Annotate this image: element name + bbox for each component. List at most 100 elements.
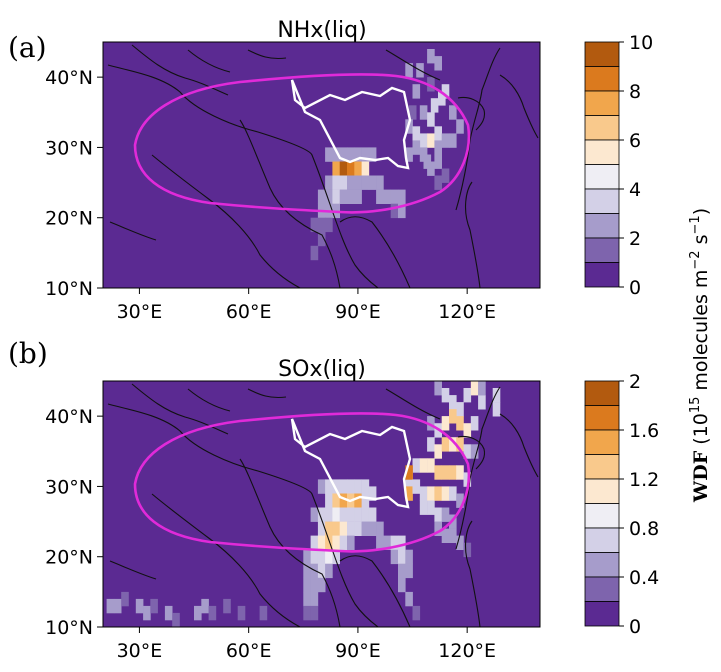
- heatmap-cell-b-25: [419, 458, 428, 473]
- heatmap-cell-b-92: [390, 535, 399, 550]
- heatmap-cell-b-128: [208, 605, 217, 621]
- colorbar-title-units: (10: [690, 413, 712, 445]
- heatmap-cell-b-122: [143, 605, 151, 621]
- map-frame-b: [102, 380, 541, 628]
- heatmap-cell-b-117: [310, 605, 319, 621]
- panel-label-a: (a): [8, 31, 47, 64]
- heatmap-cell-b-2: [449, 395, 457, 410]
- heatmap-cell-a-61: [317, 217, 326, 233]
- colorbar-swatch-b-8: [584, 576, 620, 602]
- heatmap-cell-b-99: [390, 549, 399, 565]
- heatmap-cell-b-121: [135, 598, 144, 614]
- panel-a-title: NHx(liq): [277, 18, 366, 43]
- heatmap-cell-b-27: [434, 465, 442, 480]
- heatmap-cell-a-23: [434, 154, 442, 169]
- colorbar-swatch-b-5: [584, 503, 620, 529]
- colorbar-label-a-3: 4: [629, 179, 641, 201]
- heatmap-cell-b-34: [405, 486, 413, 501]
- heatmap-cell-a-46: [325, 189, 333, 204]
- heatmap-cell-b-39: [441, 486, 450, 501]
- heatmap-cell-b-37: [427, 486, 435, 501]
- heatmap-cell-b-75: [317, 521, 326, 536]
- heatmap-cell-b-12: [441, 416, 450, 431]
- contours-b: [133, 412, 471, 553]
- heatmap-cell-b-3: [456, 402, 464, 417]
- heatmap-cell-a-15: [427, 133, 435, 148]
- heatmap-cell-b-18: [434, 444, 442, 459]
- colorbar-label-b-0: 2: [629, 371, 641, 393]
- heatmap-cell-b-72: [354, 507, 362, 522]
- map-frame-a: [102, 41, 541, 289]
- colorbar-label-a-0: 10: [629, 32, 653, 54]
- x-tick-label-b-1: 60°E: [226, 640, 272, 662]
- heatmap-cell-b-57: [354, 479, 362, 494]
- heatmap-cells-b: [106, 381, 501, 627]
- heatmap-cell-b-13: [449, 409, 457, 424]
- colorbar-label-b-4: 0.4: [629, 567, 659, 589]
- heatmap-cell-b-26: [427, 458, 435, 473]
- heatmap-cell-b-127: [201, 598, 209, 614]
- colorbar-swatch-a-9: [584, 262, 620, 288]
- panel-a: (a) NHx(liq) 30°E 60°E 90°E 120°E10°N20°N30…: [8, 18, 541, 323]
- coastline-b: [107, 383, 539, 627]
- heatmap-cell-b-107: [405, 563, 413, 579]
- heatmap-cell-a-25: [325, 147, 333, 162]
- coastline-a: [107, 44, 539, 288]
- heatmap-cell-b-104: [317, 563, 326, 579]
- heatmap-cell-b-56: [347, 479, 355, 494]
- heatmap-cell-a-64: [310, 245, 319, 261]
- heatmap-cell-a-3: [434, 56, 442, 71]
- heatmap-cell-b-29: [449, 465, 457, 480]
- heatmap-cell-a-35: [354, 161, 362, 176]
- heatmap-cell-b-77: [332, 521, 340, 536]
- heatmap-cell-b-85: [317, 535, 326, 550]
- heatmap-cell-a-27: [339, 147, 348, 162]
- heatmap-cell-a-28: [347, 147, 355, 162]
- heatmap-cell-b-73: [361, 507, 370, 522]
- axis-ticks-a: 30°E 60°E 90°E 120°E 10°N 20°N 30°N 40°N: [45, 67, 496, 323]
- heatmap-cell-b-5: [470, 381, 479, 396]
- y-tick-label-a-2: 30°N: [45, 137, 93, 159]
- heatmap-cell-b-118: [106, 598, 115, 614]
- heatmap-cell-a-32: [332, 161, 340, 176]
- colorbar-swatch-b-4: [584, 478, 620, 504]
- colorbar-label-b-3: 0.8: [629, 518, 659, 540]
- heatmap-cell-a-42: [361, 175, 370, 190]
- heatmap-cell-b-86: [325, 535, 333, 550]
- heatmap-cell-b-93: [398, 535, 406, 550]
- heatmap-cell-b-17: [427, 437, 435, 452]
- heatmap-cell-b-76: [325, 521, 333, 536]
- heatmap-cell-b-41: [456, 493, 464, 508]
- y-tick-label-a-1: 20°N: [45, 208, 93, 230]
- heatmap-cell-b-10: [427, 416, 435, 431]
- heatmap-cell-a-48: [339, 189, 348, 204]
- colorbar-label-a-5: 0: [629, 277, 641, 299]
- heatmap-cell-b-69: [332, 507, 340, 522]
- heatmap-cell-b-79: [347, 521, 355, 536]
- heatmap-cell-b-21: [456, 437, 464, 452]
- heatmap-cell-b-54: [332, 479, 340, 494]
- panel-b-title: SOx(liq): [278, 357, 366, 382]
- map-background-a: [103, 42, 540, 288]
- heatmap-cell-a-59: [398, 203, 406, 219]
- colorbar-swatch-b-9: [584, 601, 620, 627]
- heatmap-cell-b-108: [303, 577, 311, 593]
- colorbar-a: 10 8 6 4 2 0: [584, 32, 653, 299]
- colorbar-title: WDF (1015 molecules m−2 s−1): [688, 208, 712, 503]
- heatmap-cell-a-36: [361, 161, 370, 176]
- y-tick-label-b-0: 10°N: [45, 617, 93, 639]
- heatmap-cell-b-47: [434, 521, 442, 536]
- heatmap-cell-b-53: [325, 479, 333, 494]
- heatmap-cell-a-50: [354, 189, 362, 204]
- heatmap-cell-a-19: [412, 140, 421, 155]
- heatmap-cell-b-98: [332, 549, 340, 565]
- heatmap-cell-a-0: [405, 63, 413, 78]
- heatmap-cell-a-38: [332, 175, 340, 190]
- heatmap-cell-b-111: [398, 577, 406, 593]
- x-tick-label-b-3: 120°E: [438, 640, 496, 662]
- heatmap-cell-b-109: [310, 577, 319, 593]
- heatmap-cell-a-2: [427, 49, 435, 64]
- heatmap-cell-b-65: [361, 493, 370, 508]
- panel-label-b: (b): [8, 337, 48, 370]
- heatmap-cell-a-53: [390, 189, 399, 204]
